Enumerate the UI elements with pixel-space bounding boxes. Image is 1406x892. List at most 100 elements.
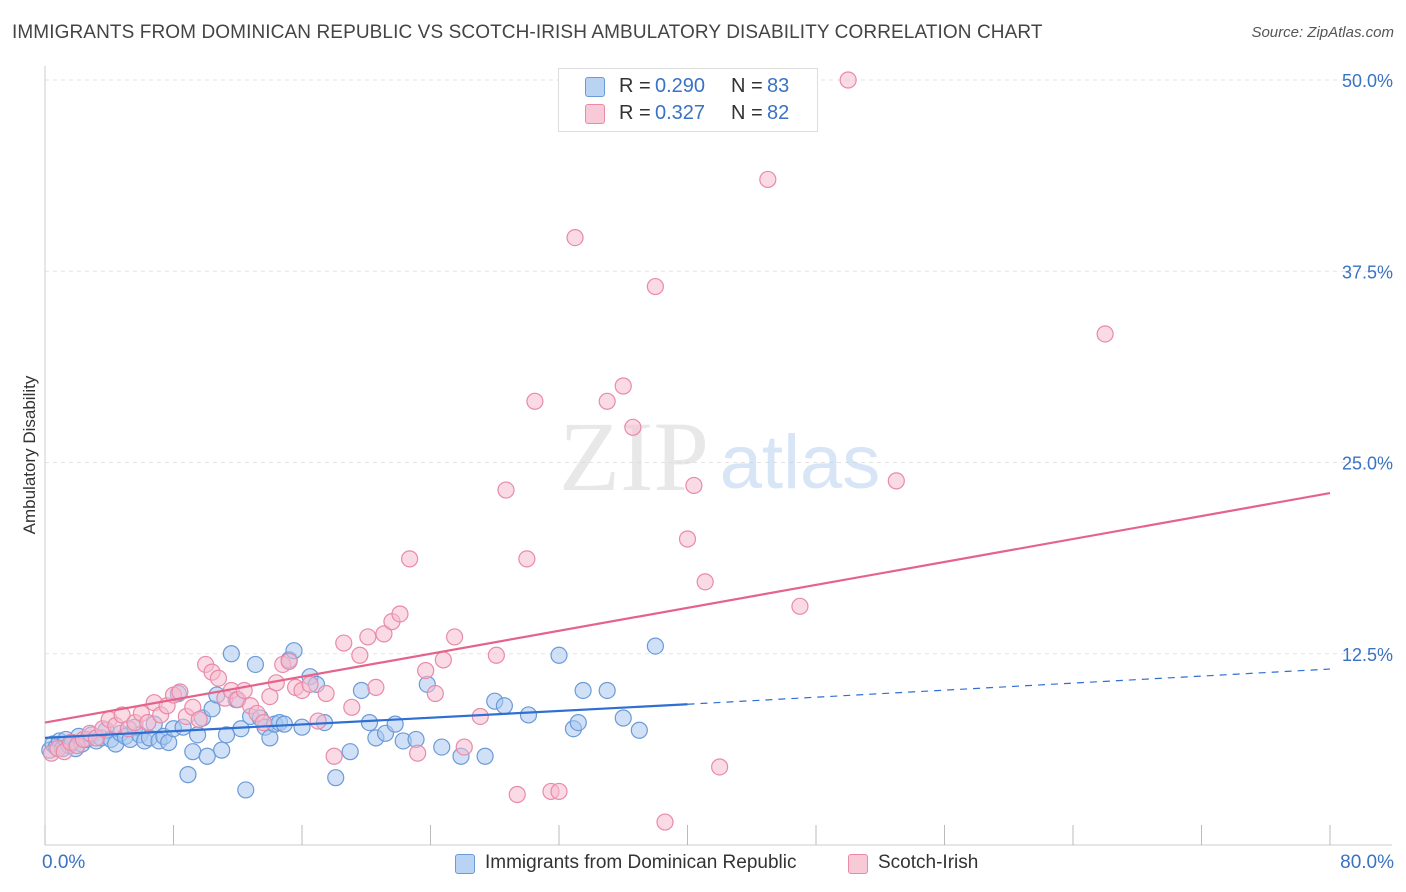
dominican-trend-extension [687,668,1331,705]
scotch-irish-point [235,681,253,700]
correlation-legend: R = 0.290 N = 83 R = 0.327 N = 82 [558,68,818,132]
dominican-point [646,637,664,655]
dominican-point [327,769,345,787]
scotch-irish-point [696,573,714,591]
legend-n-value: 83 [767,75,790,97]
scotch-irish-point [887,472,905,490]
dominican-point [179,766,197,784]
scotch-irish-point [171,683,189,701]
legend-label-dominican: Immigrants from Dominican Republic [485,852,797,873]
scotch-irish-point [518,550,536,568]
x-tick-min: 0.0% [42,852,86,873]
axes [44,66,1392,846]
scotch-irish-point [254,713,273,732]
dominican-point [341,743,359,761]
scotch-irish-point [209,669,228,687]
dominican-point [222,645,240,663]
dominican-point [614,709,632,727]
dominican-point [476,747,494,765]
chart-title: IMMIGRANTS FROM DOMINICAN REPUBLIC VS SC… [12,22,1043,43]
legend-label-scotch-irish: Scotch-Irish [878,852,979,873]
scotch-irish-point [343,698,361,716]
scotch-irish-point [367,678,385,697]
scotch-irish-point [678,530,697,548]
dominican-trend-line [44,703,688,739]
scotch-irish-point [375,625,393,643]
dominican-point [198,747,216,765]
scotch-irish-point [1096,325,1114,343]
scotch-irish-point [497,481,515,499]
trend-lines [44,492,1331,739]
y-tick-label: 25.0% [1342,454,1393,474]
scotch-irish-point [685,476,703,495]
y-tick-label: 37.5% [1342,262,1393,282]
watermark-atlas: atlas [720,420,881,505]
scotch-irish-point [434,651,452,669]
legend-n-label: N = [731,75,763,97]
legend-n-value: 82 [767,102,790,124]
dominican-point [519,706,538,724]
scotch-irish-point [487,646,505,664]
series-legend: Immigrants from Dominican Republic Scotc… [0,852,1406,878]
watermark: ZIP atlas [559,401,880,512]
scotch-irish-point [409,744,427,762]
scotch-irish-point [417,661,435,680]
grid-lines [45,79,1392,655]
legend-swatch-scotch-irish [585,104,605,124]
y-tick-labels: 12.5% 25.0% 37.5% 50.0% [1342,71,1393,665]
scotch-irish-point [113,706,131,724]
dominican-point [550,646,568,664]
y-tick-label: 12.5% [1342,645,1393,665]
scotch-irish-trend-line [44,492,1331,724]
legend-r-label: R = [619,75,651,97]
scotch-irish-point [526,392,544,410]
legend-swatch-dominican [585,77,605,97]
scotch-irish-point [139,713,157,732]
legend-n-label: N = [731,102,763,124]
dominican-point [237,781,255,799]
legend-r-value: 0.327 [655,102,706,124]
scotch-irish-point [624,418,642,436]
dominican-point [433,738,451,756]
watermark-zip: ZIP [559,401,709,512]
dominican-point [569,713,587,732]
scotch-irish-point [391,605,409,623]
dominican-point [213,741,231,759]
scotch-irish-point [791,597,809,615]
scotch-irish-point [309,712,327,730]
scotch-irish-point [325,747,343,765]
dominican-point [630,721,648,739]
scotch-irish-point [646,277,664,296]
dominican-point [598,681,616,700]
scotch-irish-point [445,628,464,646]
dominican-point [246,655,265,674]
dominican-point [574,681,592,700]
scotch-irish-point [280,652,298,671]
dominican-point [495,697,513,715]
scotch-irish-point [335,634,353,652]
scotch-irish-point [759,170,777,189]
source-label: Source: ZipAtlas.com [1251,24,1394,41]
x-tick-max: 80.0% [1340,852,1394,873]
y-tick-label: 50.0% [1342,71,1393,91]
scotch-irish-point [550,782,568,801]
scotch-irish-point [359,628,377,646]
scotch-irish-point [455,738,473,756]
scotch-irish-point [426,684,444,703]
scotch-irish-point [351,646,369,664]
scotch-irish-point [614,377,632,395]
scotch-irish-point [656,813,674,831]
dominican-point [352,681,371,700]
scotch-irish-point [261,687,279,706]
legend-r-label: R = [619,102,651,124]
scotch-irish-point [508,785,526,804]
scotch-irish-point [711,758,729,776]
scotch-irish-point [301,675,319,693]
scotch-irish-point [401,550,419,568]
dominican-point [184,743,202,761]
legend-swatch-dominican [455,854,475,874]
scotch-irish-point [566,228,584,247]
dominican-point [293,718,311,736]
scotch-irish-point [839,71,857,89]
